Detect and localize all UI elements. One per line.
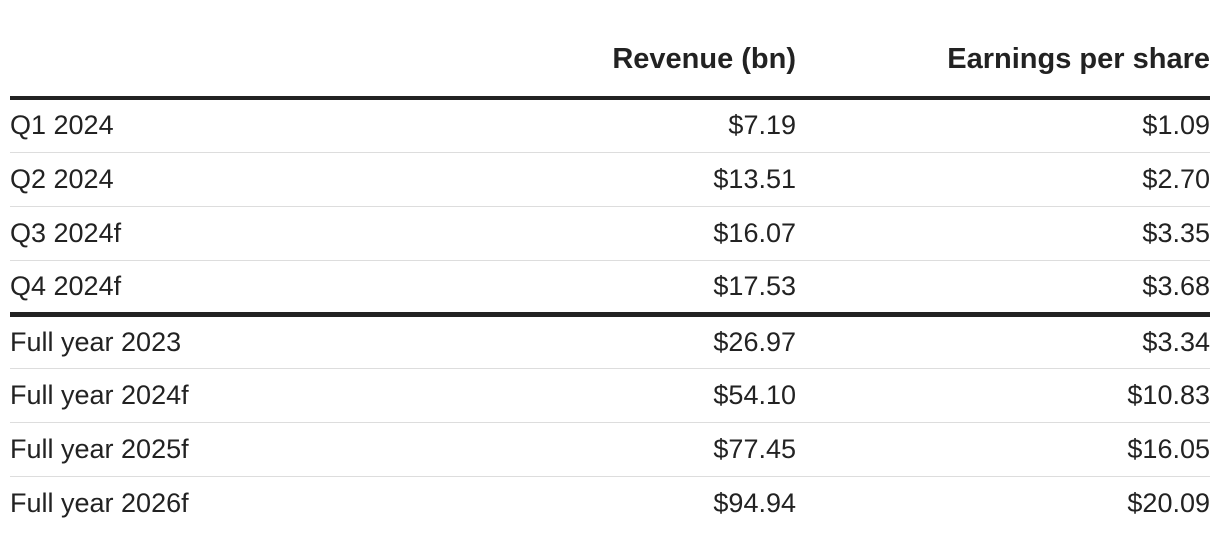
eps-value: $20.09 — [1127, 487, 1210, 518]
table-row: Q3 2024f $16.07 $3.35 — [10, 206, 1210, 261]
revenue-value: $77.45 — [410, 422, 796, 477]
table-row: Full year 2023 $26.97 $3.34 — [10, 314, 1210, 369]
financial-table-container: Revenue (bn) Earnings per share Q1 2024 … — [10, 0, 1210, 530]
row-label: Full year 2023 — [10, 314, 410, 369]
table-body: Q1 2024 $7.19 $1.09 Q2 2024 $13.51 $2.70… — [10, 98, 1210, 530]
revenue-value: $94.94 — [713, 487, 796, 518]
table-row: Q2 2024 $13.51 $2.70 — [10, 152, 1210, 207]
eps-value: $2.70 — [796, 152, 1210, 207]
revenue-value: $7.19 — [410, 98, 796, 153]
row-label: Q2 2024 — [10, 152, 410, 207]
row-label: Q1 2024 — [10, 98, 410, 153]
row-label: Q3 2024f — [10, 206, 410, 261]
row-label: Full year 2025f — [10, 422, 410, 477]
row-label: Q4 2024f — [10, 260, 410, 317]
table-header: Revenue (bn) Earnings per share — [10, 0, 1210, 100]
revenue-value: $13.51 — [410, 152, 796, 207]
eps-value: $10.83 — [796, 368, 1210, 423]
financial-table: Revenue (bn) Earnings per share Q1 2024 … — [10, 0, 1210, 530]
header-revenue: Revenue (bn) — [410, 0, 796, 100]
header-row: Revenue (bn) Earnings per share — [10, 0, 1210, 100]
revenue-value: $16.07 — [410, 206, 796, 261]
revenue-value: $26.97 — [410, 314, 796, 369]
table-row: Full year 2026f $94.94 $20.09 — [10, 476, 1210, 530]
eps-value: $16.05 — [796, 422, 1210, 477]
revenue-value: $54.10 — [410, 368, 796, 423]
revenue-value: $17.53 — [410, 260, 796, 317]
header-eps: Earnings per share — [796, 0, 1210, 100]
table-row: Q4 2024f $17.53 $3.68 — [10, 260, 1210, 317]
table-row: Full year 2024f $54.10 $10.83 — [10, 368, 1210, 423]
eps-value: $1.09 — [796, 98, 1210, 153]
header-label-column — [10, 0, 410, 100]
table-row: Q1 2024 $7.19 $1.09 — [10, 98, 1210, 153]
table-row: Full year 2025f $77.45 $16.05 — [10, 422, 1210, 477]
eps-value: $3.35 — [796, 206, 1210, 261]
row-label: Full year 2026f — [10, 487, 189, 518]
eps-value: $3.34 — [796, 314, 1210, 369]
row-label: Full year 2024f — [10, 368, 410, 423]
eps-value: $3.68 — [796, 260, 1210, 317]
